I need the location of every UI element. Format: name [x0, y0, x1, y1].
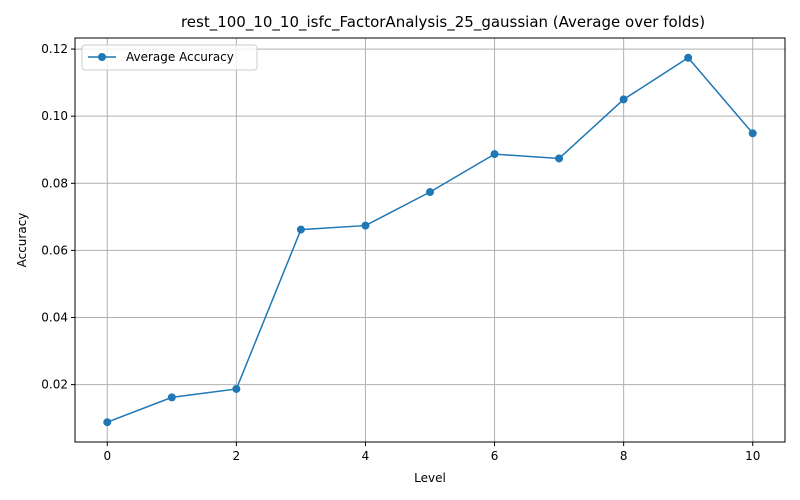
data-point	[426, 188, 434, 197]
data-point	[103, 418, 112, 427]
series-line	[107, 56, 754, 423]
y-axis: 0.02 0.04 0.06 0.08 0.10 0.12	[41, 42, 75, 392]
y-tick-label: 0.08	[41, 176, 68, 190]
data-point	[296, 225, 305, 234]
x-tick-label: 8	[620, 449, 628, 463]
data-point	[684, 53, 693, 62]
x-tick-label: 10	[745, 449, 760, 463]
y-tick-label: 0.10	[41, 109, 68, 123]
data-point	[619, 95, 628, 104]
data-point	[490, 150, 499, 159]
data-point	[232, 384, 241, 393]
legend-marker	[98, 53, 106, 61]
data-point	[167, 393, 176, 402]
x-axis-label: Level	[414, 471, 446, 485]
x-tick-label: 6	[491, 449, 499, 463]
chart-title: rest_100_10_10_isfc_FactorAnalysis_25_ga…	[181, 13, 705, 32]
y-tick-label: 0.04	[41, 311, 68, 325]
y-axis-label: Accuracy	[15, 213, 29, 268]
plot-area-frame	[74, 37, 786, 443]
x-tick-label: 2	[233, 449, 241, 463]
y-tick-label: 0.06	[41, 243, 68, 257]
data-point	[555, 154, 564, 163]
legend-entry-average-accuracy: Average Accuracy	[126, 50, 234, 64]
legend: Average Accuracy	[81, 44, 258, 71]
x-tick-label: 0	[103, 449, 111, 463]
x-tick-label: 4	[362, 449, 370, 463]
grid	[75, 38, 785, 442]
y-tick-label: 0.12	[41, 42, 68, 56]
y-tick-label: 0.02	[41, 378, 68, 392]
data-point	[361, 221, 370, 230]
data-point	[748, 129, 757, 138]
x-axis: 0 2 4 6 8 10	[103, 442, 760, 463]
legend-box	[81, 44, 258, 71]
series-layer	[103, 53, 757, 427]
